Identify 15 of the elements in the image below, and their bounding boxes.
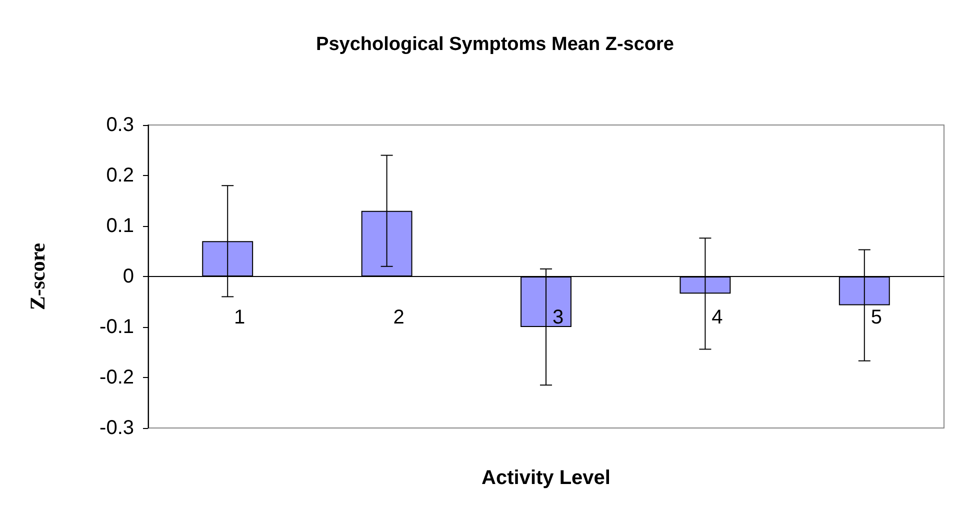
y-axis-title: Z-score [26,242,50,310]
x-tick-label: 4 [712,306,723,328]
y-tick-label: 0.2 [106,164,134,186]
y-tick-label: -0.3 [100,417,134,439]
x-axis-title: Activity Level [482,467,610,489]
chart-title: Psychological Symptoms Mean Z-score [316,34,674,55]
y-tick-label: 0 [122,266,134,288]
x-tick-label: 2 [393,306,404,328]
y-tick-label: -0.2 [100,366,134,388]
x-tick-label: 3 [552,306,564,328]
x-tick-label: 5 [870,306,882,328]
y-tick-label: 0.1 [106,215,134,237]
x-tick-label: 1 [234,306,246,328]
y-tick-label: 0.3 [106,114,134,136]
y-tick-label: -0.1 [100,316,134,338]
